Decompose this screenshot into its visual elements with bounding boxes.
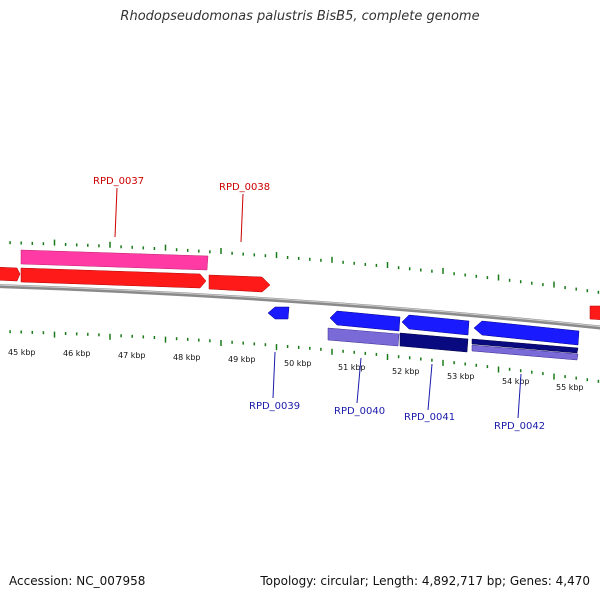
tick-label: 47 kbp — [118, 351, 146, 360]
label-leader-rpd-0037 — [114, 187, 118, 238]
genome-backbone — [0, 284, 600, 330]
gene-feature-rpd-0038-cds[interactable] — [208, 274, 271, 293]
gene-label-rpd-0041[interactable]: RPD_0041 — [404, 412, 455, 423]
tick-label: 55 kbp — [556, 383, 584, 392]
label-leader-rpd-0041 — [427, 363, 433, 411]
label-leader-rpd-0040 — [356, 357, 362, 404]
tick-label: 45 kbp — [8, 348, 36, 357]
accession-text: Accession: NC_007958 — [9, 574, 146, 588]
tick-labels: 45 kbp 46 kbp 47 kbp 48 kbp 49 kbp 50 kb… — [8, 348, 584, 392]
lower-tick-track — [9, 330, 600, 383]
tick-label: 53 kbp — [447, 372, 475, 381]
gene-feature-rpd-0042-cds[interactable] — [473, 320, 580, 346]
genome-backbone-highlight — [0, 284, 600, 327]
tick-label: 46 kbp — [63, 349, 91, 358]
gene-feature-right-edge[interactable] — [589, 305, 600, 320]
tick-label: 49 kbp — [228, 355, 256, 364]
gene-label-rpd-0039[interactable]: RPD_0039 — [249, 401, 300, 412]
map-title: Rhodopseudomonas palustris BisB5, comple… — [120, 9, 480, 24]
gene-feature-rpd-0042-gene-dark[interactable] — [471, 338, 579, 354]
tick-label: 51 kbp — [338, 363, 366, 372]
tick-label: 50 kbp — [284, 359, 312, 368]
label-leader-rpd-0038 — [240, 193, 244, 243]
gene-label-rpd-0042[interactable]: RPD_0042 — [494, 421, 545, 432]
gene-feature-rpd-0042-gene-light[interactable] — [471, 344, 579, 361]
tick-label: 54 kbp — [502, 377, 530, 386]
gene-label-rpd-0037[interactable]: RPD_0037 — [93, 176, 144, 187]
tick-label: 52 kbp — [392, 367, 420, 376]
gene-feature-rpd-0040-cds[interactable] — [329, 310, 401, 332]
label-leader-rpd-0039 — [272, 351, 276, 399]
gene-feature-rpd-0041-gene[interactable] — [399, 332, 469, 353]
gene-label-rpd-0040[interactable]: RPD_0040 — [334, 406, 385, 417]
gene-feature-rpd-0037-gene[interactable] — [20, 249, 209, 271]
tick-label: 48 kbp — [173, 353, 201, 362]
gene-feature-rpd-0039-cds[interactable] — [267, 306, 290, 320]
gene-feature-left-edge[interactable] — [0, 266, 21, 282]
gene-label-rpd-0038[interactable]: RPD_0038 — [219, 182, 270, 193]
gene-feature-rpd-0040-gene[interactable] — [327, 327, 400, 347]
gene-feature-rpd-0041-cds[interactable] — [401, 314, 470, 336]
genome-summary-text: Topology: circular; Length: 4,892,717 bp… — [260, 574, 590, 588]
label-leader-rpd-0042 — [517, 373, 522, 419]
gene-feature-rpd-0037-cds[interactable] — [20, 267, 207, 289]
upper-tick-track — [9, 239, 600, 294]
